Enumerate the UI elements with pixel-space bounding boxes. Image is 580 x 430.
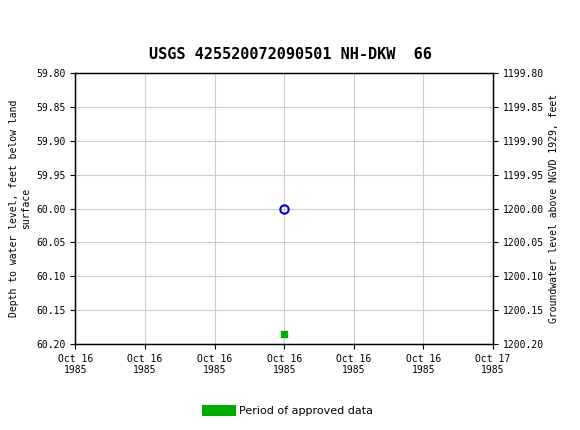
Y-axis label: Depth to water level, feet below land
surface: Depth to water level, feet below land su… [9, 100, 31, 317]
Text: USGS 425520072090501 NH-DKW  66: USGS 425520072090501 NH-DKW 66 [148, 47, 432, 62]
Y-axis label: Groundwater level above NGVD 1929, feet: Groundwater level above NGVD 1929, feet [549, 94, 559, 323]
Text: ≡USGS: ≡USGS [17, 16, 93, 35]
Legend: Period of approved data: Period of approved data [203, 401, 377, 420]
